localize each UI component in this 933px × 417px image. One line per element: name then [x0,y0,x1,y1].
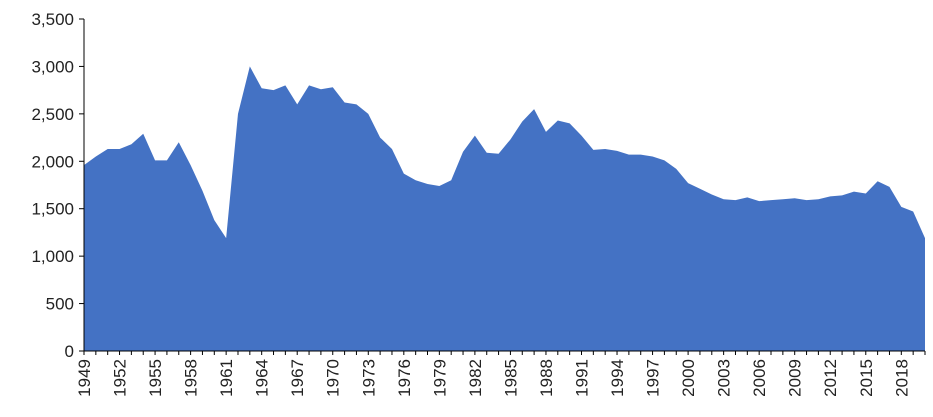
x-tick-label: 2006 [750,359,769,397]
y-tick-label: 2,000 [31,152,74,171]
y-tick-label: 3,500 [31,10,74,29]
series-area [84,66,925,352]
x-tick-label: 1970 [324,359,343,397]
x-tick-label: 1991 [572,359,591,397]
x-tick-label: 1982 [466,359,485,397]
x-tick-label: 1988 [537,359,556,397]
y-tick-label: 1,000 [31,247,74,266]
y-tick-label: 3,000 [31,57,74,76]
y-tick-label: 1,500 [31,200,74,219]
x-tick-label: 2009 [786,359,805,397]
x-tick-label: 2018 [892,359,911,397]
x-tick-label: 1958 [182,359,201,397]
x-tick-label: 1952 [111,359,130,397]
x-tick-label: 1994 [608,359,627,397]
x-tick-label: 2000 [679,359,698,397]
x-tick-label: 1973 [359,359,378,397]
y-tick-label: 500 [46,295,74,314]
x-tick-label: 1997 [644,359,663,397]
x-tick-label: 1985 [501,359,520,397]
x-tick-label: 1967 [288,359,307,397]
y-tick-label: 2,500 [31,105,74,124]
x-tick-label: 1955 [146,359,165,397]
x-tick-label: 1949 [75,359,94,397]
x-tick-label: 1979 [430,359,449,397]
y-tick-layer: 0 500 1,000 1,500 2,000 2,500 3,000 3,500 [31,10,84,361]
area-layer [84,66,925,352]
x-tick-label: 2012 [821,359,840,397]
x-tick-layer: 1949 1952 1955 1958 1961 1964 1967 1970 1973 1976… [75,351,926,397]
x-tick-label: 1961 [217,359,236,397]
x-tick-label: 2015 [857,359,876,397]
x-tick-label: 1976 [395,359,414,397]
x-tick-label: 2003 [715,359,734,397]
x-tick-label: 1964 [253,359,272,397]
axis-layer [83,19,925,352]
y-tick-label: 0 [65,342,74,361]
